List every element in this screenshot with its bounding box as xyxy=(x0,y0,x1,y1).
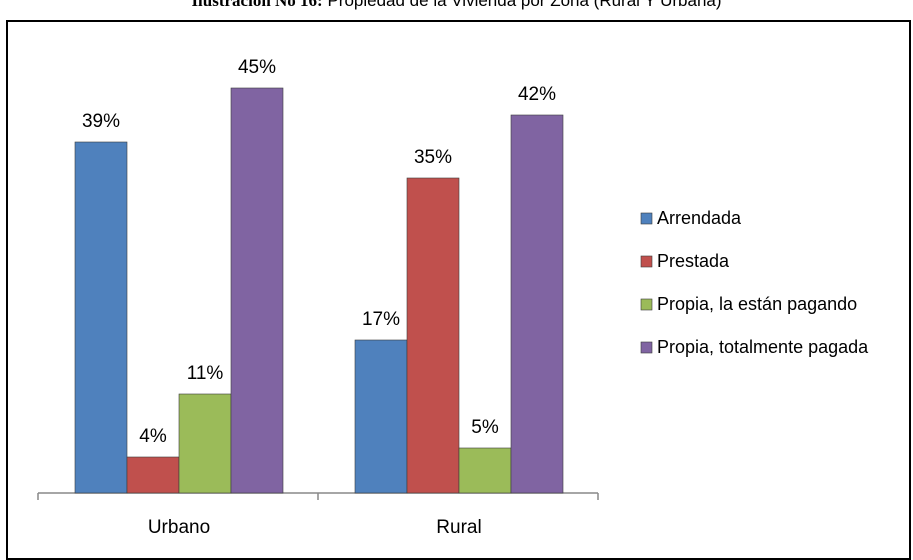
bar xyxy=(178,393,232,494)
data-label: 4% xyxy=(139,426,167,447)
bar xyxy=(354,339,408,494)
bar xyxy=(230,87,284,494)
data-label: 11% xyxy=(187,363,224,384)
data-label: 45% xyxy=(238,57,276,78)
legend-swatch xyxy=(640,298,653,311)
data-label: 5% xyxy=(471,417,499,438)
data-label: 35% xyxy=(414,147,452,168)
legend-label: Arrendada xyxy=(657,208,742,228)
bar xyxy=(458,447,512,494)
x-tick-label: Rural xyxy=(436,517,481,538)
chart-caption: Ilustración No 16: Propiedad de la Vivie… xyxy=(0,0,913,11)
bar xyxy=(406,177,460,494)
legend-swatch xyxy=(640,341,653,354)
data-label: 39% xyxy=(82,111,120,132)
caption-label: Ilustración No 16: xyxy=(191,0,323,10)
legend-swatch xyxy=(640,212,653,225)
legend-swatch xyxy=(640,255,653,268)
data-label: 42% xyxy=(518,84,556,105)
bar xyxy=(126,456,180,494)
caption-text: Propiedad de la Vivienda por Zona (Rural… xyxy=(327,0,722,10)
bar xyxy=(510,114,564,494)
bar-chart: 39% 4% 11% 45% Urbano 17% 35% 5% 42% Rural Arrenda… xyxy=(37,57,869,538)
legend-label: Propia, la están pagando xyxy=(657,294,857,314)
data-label: 17% xyxy=(362,309,400,330)
legend-label: Prestada xyxy=(657,251,730,271)
legend-label: Propia, totalmente pagada xyxy=(657,337,869,357)
bar xyxy=(74,141,128,494)
x-tick-label: Urbano xyxy=(148,517,210,538)
